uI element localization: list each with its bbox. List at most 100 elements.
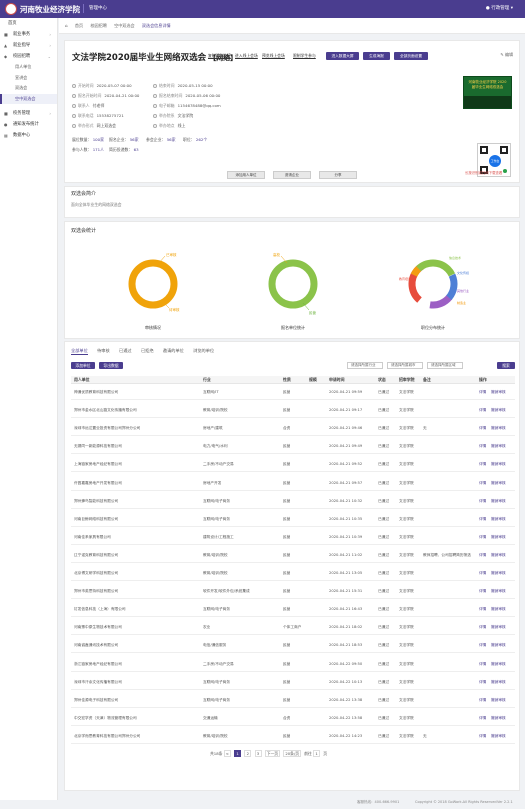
tab-invited[interactable]: 邀请的单位 [162,348,184,353]
cell-name: 郑州市金水区北山路文化传播有限公司 [74,408,137,413]
tab-all[interactable]: 全部单位 [71,348,88,355]
enter-venue-link[interactable]: 进入线上会场 [235,53,258,58]
main-content: ⌂ 首页 校园招聘 空中双选会 双选会信息详情 文法学院2020届毕业生网络双选… [59,18,525,804]
detail-link[interactable]: 详情 [479,625,487,630]
revoke-review-link[interactable]: 撤销审核 [491,444,506,449]
table-row: 辽宁诺克教育科技有限公司 教育/培训/院校 民营 2020-04-21 11:02 已通… [71,547,515,563]
page-1-button[interactable]: 1 [234,750,242,757]
search-button[interactable]: 搜索 [497,362,515,369]
data-screen-button[interactable]: 进入数据大屏 [326,52,359,60]
detail-link[interactable]: 详情 [479,589,487,594]
share-button[interactable]: 分享 [319,171,357,179]
region-select[interactable]: 请选择所属区域 [427,362,463,369]
tab-campus[interactable]: 校园招聘 [90,23,107,28]
sidebar-item-guidance[interactable]: ▲ 就业指导 › [0,40,57,51]
copy-link[interactable]: 复制活动链接 [208,53,231,58]
detail-link[interactable]: 详情 [479,462,487,467]
revoke-review-link[interactable]: 撤销审核 [491,625,506,630]
edit-button[interactable]: ✎ 编辑 [500,52,513,58]
revoke-review-link[interactable]: 撤销审核 [491,390,506,394]
city-select[interactable]: 请选择所属城市 [387,362,423,369]
revoke-review-link[interactable]: 撤销审核 [491,462,506,467]
revoke-review-link[interactable]: 撤销审核 [491,534,506,539]
sidebar-sub-employers[interactable]: 用人单位 [15,64,32,69]
tab-viewed[interactable]: 浏览的单位 [193,348,215,353]
detail-link[interactable]: 详情 [479,534,487,539]
cell-name: 浙江链家房地产经纪有限公司 [74,661,122,666]
chevron-right-icon: › [49,32,51,37]
chevron-right-icon: › [49,43,51,48]
sidebar-item-home[interactable]: 首页 [8,21,17,26]
sidebar-item-admin[interactable]: ■ 校务管理 › [0,108,57,119]
detail-link[interactable]: 详情 [479,661,487,666]
admin-icon: ■ [4,110,8,116]
detail-link[interactable]: 详情 [479,733,487,738]
detail-link[interactable]: 详情 [479,697,487,702]
next-page-button[interactable]: 下一页 [264,750,281,757]
tab-pending[interactable]: 待审核 [97,348,110,353]
detail-link[interactable]: 详情 [479,552,487,557]
edit-label: 编辑 [505,52,513,57]
tab-home[interactable]: 首页 [74,23,84,28]
tab-online-fair[interactable]: 空中双选会 [114,23,135,28]
revoke-review-link[interactable]: 撤销审核 [491,679,506,684]
detail-link[interactable]: 详情 [479,643,487,648]
stat-participants: 参与人数： 171人 [72,147,105,152]
revoke-review-link[interactable]: 撤销审核 [491,643,506,648]
detail-link[interactable]: 详情 [479,679,487,684]
tab-approved[interactable]: 已通过 [119,348,132,353]
revoke-review-link[interactable]: 撤销审核 [491,733,506,738]
preview-venue-link[interactable]: 预览线上会场 [262,53,285,58]
revoke-review-link[interactable]: 撤销审核 [491,661,506,666]
page-3-button[interactable]: 3 [254,750,262,757]
sidebar-item-campus[interactable]: ◆ 校园招聘 ⌄ [0,51,57,62]
top-nav-management[interactable]: 管理中心 [83,4,107,13]
page-size-select[interactable]: 20条/页 [283,750,302,757]
revoke-review-link[interactable]: 撤销审核 [491,480,506,485]
prev-page-button[interactable]: < [223,750,231,757]
revoke-review-link[interactable]: 撤销审核 [491,589,506,594]
detail-link[interactable]: 详情 [479,444,487,449]
tab-fair-detail[interactable]: 双选会信息详情 [141,23,171,28]
user-menu[interactable]: ● 行政管理 ▾ [486,5,513,11]
sidebar-sub-fairs[interactable]: 双选会 [15,85,28,90]
sidebar-item-notice[interactable]: ● 通知发布统计 [0,119,57,130]
detail-link[interactable]: 详情 [479,390,487,394]
revoke-review-link[interactable]: 撤销审核 [491,516,506,521]
add-unit-button[interactable]: 添加单位 [71,362,95,369]
invite-company-button[interactable]: 邀请企业 [273,171,311,179]
sidebar-sub-lectures[interactable]: 宣讲会 [15,74,28,80]
add-employer-button[interactable]: 添加用人单位 [227,171,265,179]
revoke-review-link[interactable]: 撤销审核 [491,552,506,557]
sidebar-item-data[interactable]: ▦ 数据中心 [0,130,57,141]
revoke-review-link[interactable]: 撤销审核 [491,607,506,612]
tab-rejected[interactable]: 已拒绝 [140,348,154,353]
page-number-input[interactable]: 1 [313,750,321,757]
revoke-review-link[interactable]: 撤销审核 [491,571,506,575]
detail-link[interactable]: 详情 [479,715,487,720]
detail-link[interactable]: 详情 [479,516,487,521]
revoke-review-link[interactable]: 撤销审核 [491,408,506,413]
cell-status: 已通过 [378,480,390,485]
industry-select[interactable]: 请选择所属行业 [347,362,383,369]
cell-time: 2020-04-21 18:02 [329,625,363,630]
revoke-review-link[interactable]: 撤销审核 [491,426,506,431]
revoke-review-link[interactable]: 撤销审核 [491,697,506,702]
poster-button[interactable]: 生成海报 [363,52,390,60]
detail-link[interactable]: 详情 [479,607,487,612]
sidebar-item-employment[interactable]: ■ 就业事务 › [0,29,57,40]
export-data-button[interactable]: 导出数据 [99,362,123,369]
page-settings-button[interactable]: 全部页面设置 [394,52,428,60]
revoke-review-link[interactable]: 撤销审核 [491,715,506,720]
restrict-students-link[interactable]: 限制学生参与 [293,53,316,58]
revoke-review-link[interactable]: 撤销审核 [491,498,506,503]
home-icon[interactable]: ⌂ [65,23,68,28]
detail-link[interactable]: 详情 [479,498,487,503]
detail-link[interactable]: 详情 [479,571,487,575]
detail-link[interactable]: 详情 [479,408,487,413]
cell-status: 已通过 [378,498,390,503]
sidebar-sub-online-fairs[interactable]: 空中双选会 [0,93,57,104]
detail-link[interactable]: 详情 [479,480,487,485]
detail-link[interactable]: 详情 [479,426,487,431]
page-2-button[interactable]: 2 [244,750,252,757]
